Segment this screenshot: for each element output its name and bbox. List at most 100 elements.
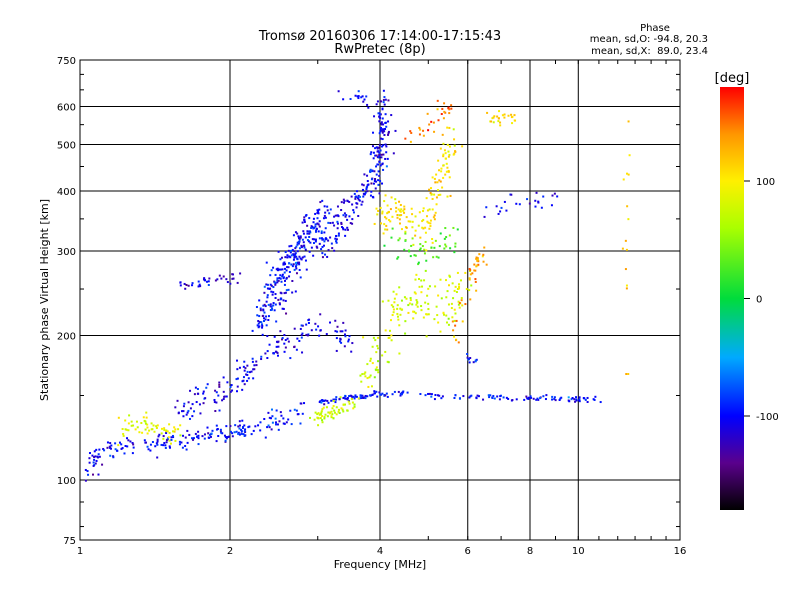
echo-point xyxy=(489,394,492,397)
echo-point xyxy=(276,354,279,357)
echo-point xyxy=(144,420,147,423)
echo-point xyxy=(237,432,240,435)
echo-point xyxy=(476,259,479,262)
echo-point xyxy=(215,401,218,404)
echo-point xyxy=(174,406,177,409)
echo-point xyxy=(475,265,478,268)
echo-point xyxy=(157,435,160,438)
echo-point xyxy=(109,454,112,457)
echo-point xyxy=(222,275,225,278)
echo-point xyxy=(425,249,428,252)
echo-point xyxy=(276,277,279,280)
echo-point xyxy=(240,428,243,431)
echo-point xyxy=(332,405,335,408)
echo-point xyxy=(304,236,307,239)
echo-point xyxy=(202,390,205,393)
echo-point xyxy=(351,218,354,221)
echo-point xyxy=(277,269,280,272)
echo-point xyxy=(312,217,315,220)
echo-point xyxy=(207,432,210,435)
echo-point xyxy=(283,261,286,264)
echo-point xyxy=(141,431,144,434)
echo-point xyxy=(362,184,365,187)
echo-point xyxy=(260,358,263,361)
echo-point xyxy=(380,123,383,126)
echo-point xyxy=(191,415,194,418)
echo-point xyxy=(501,114,504,117)
echo-point xyxy=(380,100,383,103)
echo-point xyxy=(203,437,206,440)
echo-point xyxy=(393,301,396,304)
echo-point xyxy=(498,110,501,113)
echo-point xyxy=(103,449,106,452)
echo-point xyxy=(346,226,349,229)
echo-point xyxy=(527,396,530,399)
echo-point xyxy=(165,429,168,432)
echo-point xyxy=(362,195,365,198)
echo-point xyxy=(160,432,163,435)
echo-point xyxy=(308,217,311,220)
echo-point xyxy=(163,429,166,432)
echo-point xyxy=(221,399,224,402)
echo-point xyxy=(434,181,437,184)
x-tick-label: 16 xyxy=(674,546,687,557)
echo-point xyxy=(414,312,417,315)
echo-point xyxy=(381,130,384,133)
echo-point xyxy=(172,436,175,439)
echo-point xyxy=(266,296,269,299)
echo-point xyxy=(621,247,624,250)
echo-point xyxy=(266,350,269,353)
echo-point xyxy=(186,411,189,414)
echo-point xyxy=(138,431,141,434)
echo-point xyxy=(381,210,384,213)
echo-point xyxy=(485,263,488,266)
echo-point xyxy=(305,268,308,271)
echo-point xyxy=(400,299,403,302)
echo-point xyxy=(322,400,325,403)
echo-point xyxy=(199,285,202,288)
echo-point xyxy=(411,213,414,216)
echo-point xyxy=(324,237,327,240)
echo-point xyxy=(405,226,408,229)
echo-point xyxy=(474,280,477,283)
echo-point xyxy=(351,342,354,345)
echo-point xyxy=(236,377,239,380)
echo-point xyxy=(93,450,96,453)
echo-point xyxy=(302,244,305,247)
echo-point xyxy=(236,368,239,371)
echo-point xyxy=(312,221,315,224)
echo-point xyxy=(456,228,459,231)
echo-point xyxy=(482,253,485,256)
echo-point xyxy=(127,429,130,432)
echo-point xyxy=(418,248,421,251)
echo-point xyxy=(298,255,301,258)
echo-point xyxy=(185,448,188,451)
echo-point xyxy=(253,364,256,367)
echo-point xyxy=(264,305,267,308)
chart-title: Tromsø 20160306 17:14:00-17:15:43 xyxy=(258,29,501,44)
echo-point xyxy=(446,290,449,293)
echo-point xyxy=(371,393,374,396)
echo-point xyxy=(248,371,251,374)
echo-point xyxy=(448,274,451,277)
echo-point xyxy=(306,224,309,227)
echo-point xyxy=(374,339,377,342)
echo-point xyxy=(275,350,278,353)
echo-point xyxy=(499,124,502,127)
echo-point xyxy=(537,398,540,401)
echo-point xyxy=(238,427,241,430)
echo-point xyxy=(369,359,372,362)
echo-point xyxy=(366,174,369,177)
echo-point xyxy=(385,224,388,227)
echo-point xyxy=(222,397,225,400)
echo-point xyxy=(335,413,338,416)
echo-point xyxy=(387,120,390,123)
echo-point xyxy=(404,239,407,242)
echo-point xyxy=(551,398,554,401)
echo-point xyxy=(162,437,165,440)
echo-point xyxy=(231,435,234,438)
echo-point xyxy=(323,214,326,217)
echo-point xyxy=(182,405,185,408)
echo-point xyxy=(375,103,378,106)
echo-point xyxy=(342,410,345,413)
